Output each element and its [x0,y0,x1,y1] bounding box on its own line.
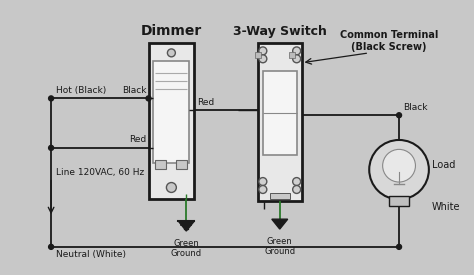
Text: Common Terminal
(Black Screw): Common Terminal (Black Screw) [340,30,438,52]
Text: Red: Red [197,98,214,107]
Circle shape [49,145,54,150]
Text: White: White [432,202,460,212]
Text: Neutral (White): Neutral (White) [56,250,126,259]
Circle shape [49,244,54,249]
Circle shape [167,49,175,57]
Text: Dimmer: Dimmer [141,24,202,38]
Text: Black: Black [403,103,428,112]
Text: Green
Ground: Green Ground [171,239,202,258]
Text: Line 120VAC, 60 Hz: Line 120VAC, 60 Hz [56,168,144,177]
Bar [154,61,189,163]
Text: Green
Ground: Green Ground [264,237,295,256]
Text: Load: Load [432,160,455,170]
Text: Hot (Black): Hot (Black) [56,86,106,95]
Circle shape [259,47,267,55]
Bar [258,43,301,201]
Bar [389,196,409,206]
Polygon shape [178,221,194,231]
Text: Black: Black [122,86,146,95]
Bar [270,193,290,199]
Circle shape [49,96,54,101]
Bar [155,160,166,169]
Bar [148,43,194,199]
Bar [176,160,187,169]
Circle shape [166,183,176,192]
Circle shape [292,55,301,63]
Bar [255,52,261,58]
Circle shape [259,186,267,193]
Circle shape [292,47,301,55]
Circle shape [383,149,415,182]
Bar [289,52,295,58]
Text: Red: Red [129,136,146,144]
Circle shape [292,178,301,186]
Circle shape [292,186,301,193]
Circle shape [397,113,401,118]
Polygon shape [272,219,288,229]
Circle shape [259,55,267,63]
Bar [263,71,297,155]
Circle shape [369,140,429,199]
Circle shape [259,178,267,186]
Text: 3-Way Switch: 3-Way Switch [233,24,327,38]
Circle shape [397,244,401,249]
Circle shape [146,96,151,101]
